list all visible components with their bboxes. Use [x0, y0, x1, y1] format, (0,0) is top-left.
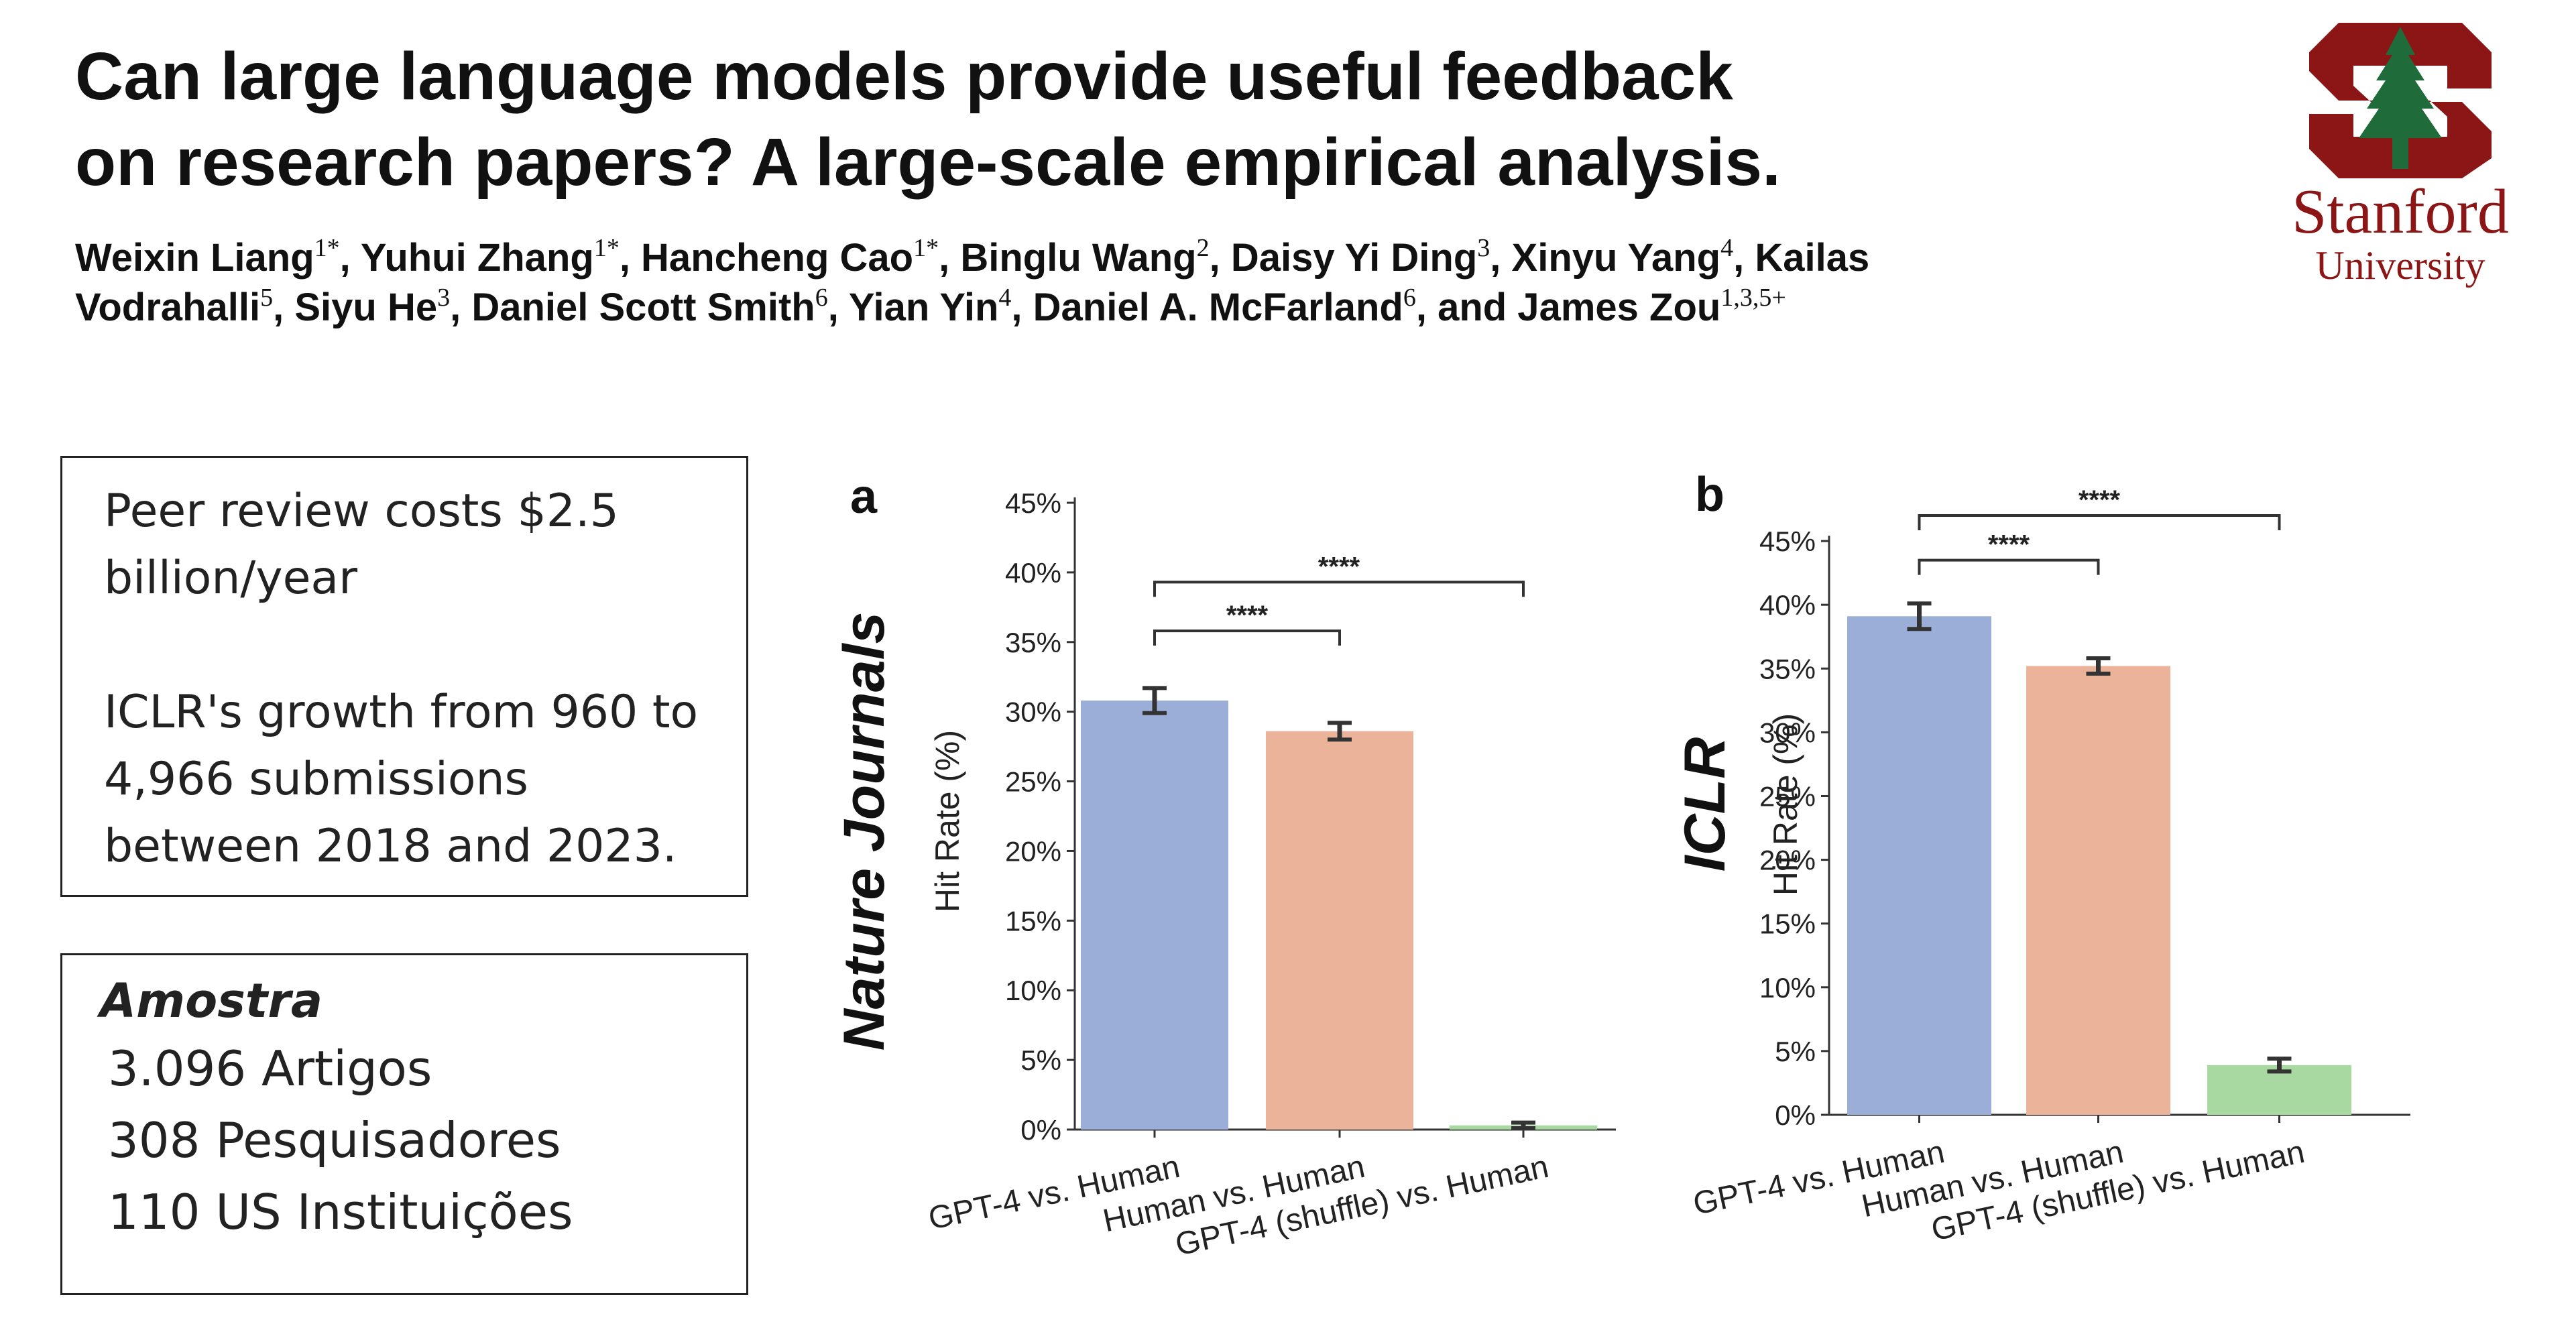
sample-title: Amostra	[100, 973, 323, 1028]
author-affiliation: 1*	[314, 234, 340, 262]
panel-letter: a	[850, 470, 878, 524]
y-tick-label: 20%	[1759, 845, 1816, 876]
error-bar-1	[1328, 721, 1352, 742]
y-axis-label: Hit Rate (%)	[1767, 713, 1804, 896]
chart-panel-b: b ICLR Hit Rate (%) 0% 5% 10% 15% 20% 25% 30% 35% 4…	[1673, 468, 2410, 1248]
author-1: Yuhui Zhang1*	[360, 234, 620, 280]
author-11: and James Zou1,3,5+	[1438, 284, 1786, 329]
row-label: ICLR	[1673, 737, 1737, 872]
y-tick-label: 40%	[1759, 589, 1816, 621]
author-name: Daniel Scott Smith	[471, 286, 815, 329]
context-box: Peer review costs $2.5 billion/year ICLR…	[60, 456, 748, 897]
y-tick-label: 15%	[1005, 905, 1061, 936]
sample-item-articles: 3.096 Artigos	[108, 1040, 432, 1097]
title-line-2: on research papers? A large-scale empiri…	[75, 125, 1781, 200]
y-tick-label: 30%	[1005, 697, 1061, 728]
peer-review-cost-text: Peer review costs $2.5 billion/year	[104, 485, 619, 605]
author-name: Kailas Vodrahalli	[75, 236, 1870, 329]
author-name: and James Zou	[1438, 286, 1721, 329]
author-name: Binglu Wang	[960, 236, 1197, 280]
author-affiliation: 1,3,5+	[1720, 284, 1786, 312]
chart-panel-a: a Nature Journals Hit Rate (%) 0% 5% 10% 15% 20…	[832, 470, 1616, 1263]
y-tick-label: 30%	[1759, 717, 1816, 748]
bar-1	[2026, 666, 2170, 1115]
author-5: Xinyu Yang4	[1511, 234, 1734, 280]
author-name: Daniel A. McFarland	[1033, 286, 1403, 329]
title-line-1: Can large language models provide useful…	[75, 39, 1733, 114]
redwood-tree-icon	[2359, 27, 2442, 169]
y-tick-label: 0%	[1020, 1114, 1061, 1146]
author-affiliation: 4	[998, 284, 1012, 312]
author-name: Weixin Liang	[75, 236, 314, 280]
y-tick-label: 25%	[1005, 766, 1061, 798]
significance-label: ****	[1318, 552, 1360, 581]
author-10: Daniel A. McFarland6	[1033, 284, 1416, 329]
y-tick-label: 10%	[1759, 972, 1816, 1004]
y-tick-label: 20%	[1005, 835, 1061, 867]
significance-bracket-0: ****	[1153, 601, 1341, 646]
author-6: Kailas Vodrahalli5	[75, 236, 1869, 329]
y-tick-label: 35%	[1005, 627, 1061, 658]
author-0: Weixin Liang1*	[75, 234, 340, 280]
author-name: Yuhui Zhang	[360, 236, 594, 280]
significance-bracket-0: ****	[1918, 530, 2100, 575]
author-affiliation: 5	[260, 284, 274, 312]
y-axis-label: Hit Rate (%)	[929, 730, 966, 912]
author-affiliation: 3	[1477, 234, 1490, 262]
panel-letter: b	[1695, 468, 1724, 522]
author-affiliation: 1*	[593, 234, 620, 262]
author-affiliation: 6	[1403, 284, 1416, 312]
author-7: Siyu He3	[294, 284, 451, 329]
author-name: Daisy Yi Ding	[1230, 236, 1478, 280]
author-name: Hancheng Cao	[641, 236, 914, 280]
author-name: Xinyu Yang	[1511, 236, 1721, 280]
author-9: Yian Yin4	[848, 284, 1012, 329]
y-tick-label: 15%	[1759, 908, 1816, 940]
y-tick-label: 0%	[1775, 1099, 1816, 1131]
bar-0	[1847, 616, 1991, 1115]
author-affiliation: 4	[1720, 234, 1734, 262]
significance-label: ****	[1988, 530, 2030, 560]
error-bar-2	[1511, 1120, 1535, 1130]
bar-1	[1266, 731, 1413, 1130]
significance-label: ****	[1226, 601, 1269, 630]
author-list: Weixin Liang1*, Yuhui Zhang1*, Hancheng …	[75, 234, 1870, 329]
author-affiliation: 1*	[913, 234, 939, 262]
y-tick-label: 10%	[1005, 975, 1061, 1006]
author-affiliation: 3	[437, 284, 451, 312]
sample-box: Amostra 3.096 Artigos 308 Pesquisadores …	[60, 953, 748, 1295]
y-tick-label: 45%	[1759, 526, 1816, 557]
paper-title: Can large language models provide useful…	[75, 34, 1885, 205]
y-tick-label: 5%	[1775, 1036, 1816, 1067]
author-3: Binglu Wang2	[960, 234, 1210, 280]
author-4: Daisy Yi Ding3	[1230, 234, 1490, 280]
row-label: Nature Journals	[832, 612, 896, 1051]
error-bar-1	[2086, 656, 2111, 676]
author-affiliation: 6	[815, 284, 828, 312]
sample-item-researchers: 308 Pesquisadores	[108, 1112, 561, 1168]
logo-subword: University	[2315, 243, 2485, 288]
error-bar-0	[1143, 686, 1167, 715]
error-bar-2	[2267, 1056, 2292, 1074]
y-tick-label: 35%	[1759, 653, 1816, 684]
significance-bracket-1: ****	[1918, 485, 2281, 531]
iclr-growth-text: ICLR's growth from 960 to 4,966 submissi…	[104, 686, 699, 873]
significance-label: ****	[2079, 485, 2121, 515]
author-2: Hancheng Cao1*	[641, 234, 939, 280]
sample-item-institutions: 110 US Instituições	[108, 1184, 573, 1240]
error-bar-0	[1907, 601, 1932, 631]
author-name: Siyu He	[294, 286, 438, 329]
author-affiliation: 2	[1196, 234, 1210, 262]
bar-0	[1081, 701, 1228, 1130]
y-tick-label: 40%	[1005, 557, 1061, 589]
y-tick-label: 25%	[1759, 780, 1816, 812]
author-name: Yian Yin	[848, 286, 999, 329]
y-tick-label: 5%	[1020, 1044, 1061, 1076]
logo-wordmark: Stanford	[2292, 177, 2509, 247]
author-8: Daniel Scott Smith6	[471, 284, 828, 329]
significance-bracket-1: ****	[1153, 552, 1525, 597]
stanford-tree-emblem	[2309, 23, 2492, 178]
y-tick-label: 45%	[1005, 487, 1061, 519]
